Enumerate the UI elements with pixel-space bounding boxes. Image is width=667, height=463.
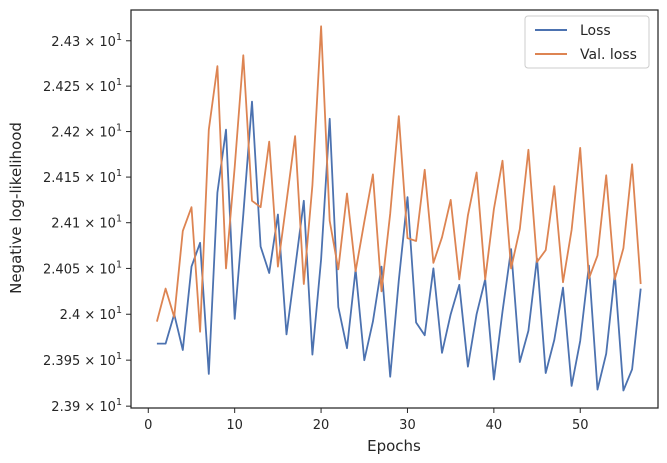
y-tick-label: 2.395 × 101 [43,351,122,369]
x-tick-label: 50 [572,418,589,433]
x-tick-label: 20 [313,418,330,433]
x-tick-label: 40 [486,418,503,433]
y-tick-label: 2.425 × 101 [43,77,122,95]
y-tick-label: 2.43 × 101 [51,32,122,50]
x-tick-label: 10 [226,418,243,433]
legend-label-loss: Loss [580,23,611,39]
y-tick-label: 2.4 × 101 [60,305,122,323]
series-line-loss [156,100,642,392]
series-line-val-loss [156,25,642,333]
y-tick-label: 2.415 × 101 [43,168,122,186]
y-tick-label: 2.42 × 101 [51,123,122,141]
y-axis-title: Negative log-likelihood [7,122,25,294]
legend: Loss Val. loss [524,15,650,69]
x-tick-label: 0 [144,418,152,433]
tick-labels: 0 10 20 30 40 50 2.39 × 101 2.395 × 101 2.4 × 10… [43,32,588,433]
y-tick-label: 2.405 × 101 [43,259,122,277]
legend-label-val-loss: Val. loss [580,47,637,63]
x-tick-label: 30 [399,418,416,433]
axes-area [130,9,659,409]
y-tick-label: 2.41 × 101 [51,214,122,232]
plot-frame [130,9,659,409]
y-tick-label: 2.39 × 101 [51,397,122,415]
series-group [156,25,642,392]
x-axis-title: Epochs [367,437,421,455]
